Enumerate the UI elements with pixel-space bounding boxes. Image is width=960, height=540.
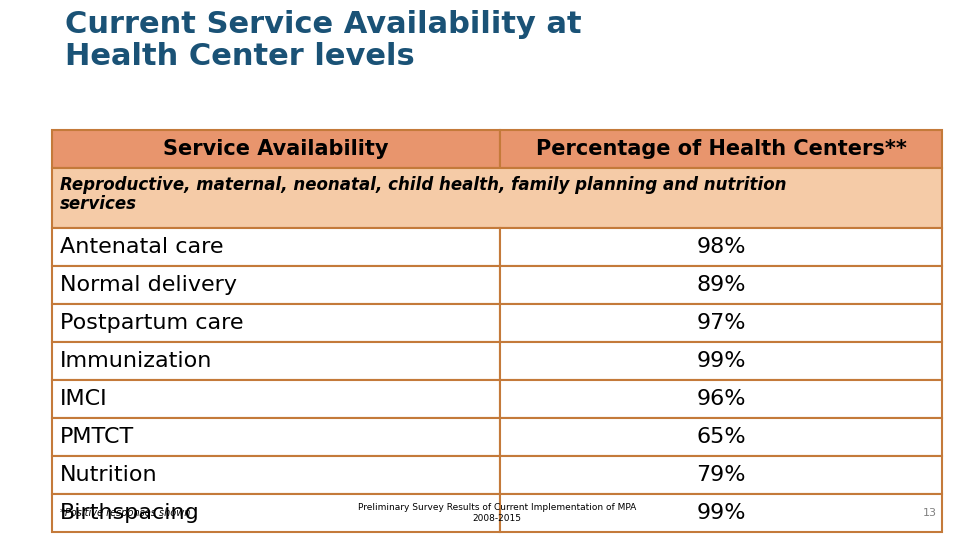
Text: 99%: 99% (696, 351, 746, 371)
Text: IMCI: IMCI (60, 389, 108, 409)
Bar (52, 304, 500, 342)
Text: 99%: 99% (696, 503, 746, 523)
Text: 97%: 97% (696, 313, 746, 333)
Text: 79%: 79% (696, 465, 746, 485)
Bar (500, 380, 942, 418)
Bar (52, 418, 500, 456)
Bar (500, 494, 942, 532)
Text: Preliminary Survey Results of Current Implementation of MPA
2008-2015: Preliminary Survey Results of Current Im… (358, 503, 636, 523)
Text: Antenatal care: Antenatal care (60, 237, 224, 257)
Text: Current Service Availability at
Health Center levels: Current Service Availability at Health C… (65, 10, 582, 71)
Bar (500, 266, 942, 304)
Bar (52, 228, 500, 266)
Text: Birthspacing: Birthspacing (60, 503, 200, 523)
Text: Postpartum care: Postpartum care (60, 313, 244, 333)
Text: 65%: 65% (696, 427, 746, 447)
Text: PMTCT: PMTCT (60, 427, 134, 447)
Text: 96%: 96% (696, 389, 746, 409)
Text: Reproductive, maternal, neonatal, child health, family planning and nutrition: Reproductive, maternal, neonatal, child … (60, 176, 786, 194)
Text: Percentage of Health Centers**: Percentage of Health Centers** (536, 139, 906, 159)
Text: 98%: 98% (696, 237, 746, 257)
Text: Normal delivery: Normal delivery (60, 275, 237, 295)
Bar (500, 342, 942, 380)
Bar (500, 304, 942, 342)
Text: Immunization: Immunization (60, 351, 212, 371)
Bar (52, 380, 500, 418)
Text: 89%: 89% (696, 275, 746, 295)
Bar (52, 266, 500, 304)
Bar (52, 342, 500, 380)
Bar (500, 456, 942, 494)
Text: *Positive responses shown: *Positive responses shown (60, 508, 190, 518)
Text: services: services (60, 195, 137, 213)
Text: 13: 13 (923, 508, 937, 518)
Bar (500, 228, 942, 266)
Bar (52, 130, 500, 168)
Bar (500, 418, 942, 456)
Bar (500, 130, 942, 168)
Bar (52, 494, 500, 532)
Text: Service Availability: Service Availability (163, 139, 389, 159)
Bar (52, 456, 500, 494)
Bar (52, 168, 942, 228)
Text: Nutrition: Nutrition (60, 465, 157, 485)
